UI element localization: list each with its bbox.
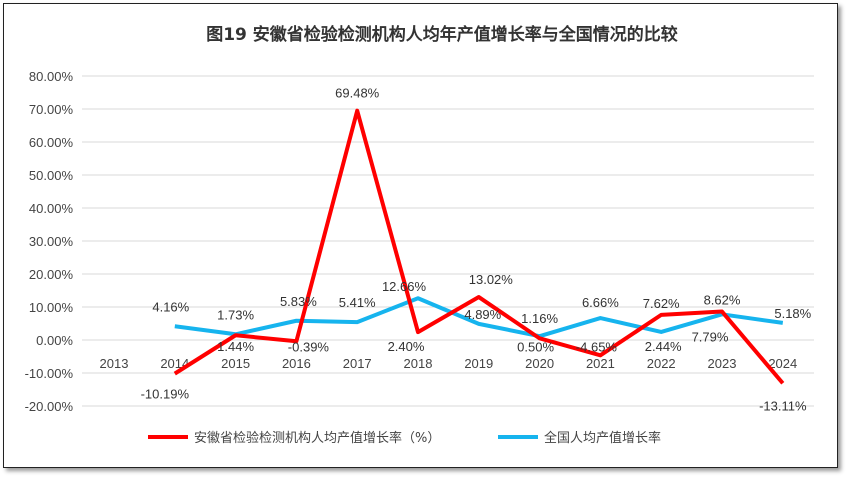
data-label: 69.48% (335, 86, 380, 101)
y-tick-label: 80.00% (29, 69, 74, 84)
chart-frame: 图19 安徽省检验检测机构人均年产值增长率与全国情况的比较 80.00% 70.0… (3, 3, 838, 468)
data-label: 1.73% (217, 307, 254, 322)
data-label: 8.62% (704, 293, 741, 308)
data-label: 4.16% (152, 299, 189, 314)
chart-title: 图19 安徽省检验检测机构人均年产值增长率与全国情况的比较 (206, 24, 678, 45)
y-tick-label: 20.00% (29, 267, 74, 282)
data-label: -13.11% (759, 398, 807, 413)
y-tick-label: 50.00% (29, 168, 74, 183)
x-tick-label: 2020 (525, 356, 554, 371)
data-label: 1.44% (217, 339, 254, 354)
line-chart: 图19 安徽省检验检测机构人均年产值增长率与全国情况的比较 80.00% 70.0… (25, 24, 814, 446)
x-tick-label: 2016 (282, 356, 311, 371)
data-label: 2.44% (645, 339, 682, 354)
data-label: 7.79% (692, 329, 729, 344)
legend: 安徽省检验检测机构人均产值增长率（%） 全国人均产值增长率 (148, 430, 661, 446)
series-line-national (174, 296, 784, 339)
legend-label-national: 全国人均产值增长率 (544, 430, 661, 446)
data-label: 7.62% (643, 296, 680, 311)
x-tick-label: 2024 (768, 356, 797, 371)
data-label: 5.41% (339, 295, 376, 310)
y-tick-label: 0.00% (36, 333, 73, 348)
data-label: 1.16% (521, 311, 558, 326)
x-tick-label: 2018 (404, 356, 433, 371)
data-label: -4.65% (576, 339, 618, 354)
x-tick-label: 2023 (708, 356, 737, 371)
y-tick-label: 40.00% (29, 201, 74, 216)
y-tick-label: 10.00% (29, 300, 74, 315)
data-label: 13.02% (469, 272, 514, 287)
x-tick-label: 2013 (100, 356, 129, 371)
y-tick-label: 60.00% (29, 135, 74, 150)
x-tick-label: 2021 (586, 356, 615, 371)
x-tick-label: 2017 (343, 356, 372, 371)
data-label: 2.40% (388, 339, 425, 354)
data-label: 5.18% (774, 306, 811, 321)
legend-label-anhui: 安徽省检验检测机构人均产值增长率（%） (194, 430, 440, 446)
data-label: -10.19% (141, 387, 190, 402)
y-tick-label: 70.00% (29, 102, 74, 117)
y-tick-label: -20.00% (25, 399, 74, 414)
data-label: -0.39% (288, 339, 330, 354)
x-tick-label: 2015 (221, 356, 250, 371)
data-label: 6.66% (582, 295, 619, 310)
y-tick-label: -10.00% (25, 366, 74, 381)
series-line-anhui (173, 108, 785, 385)
data-label: 4.89% (464, 307, 501, 322)
data-label: 12.66% (382, 279, 427, 294)
y-tick-label: 30.00% (29, 234, 74, 249)
data-label: 5.83% (280, 294, 317, 309)
x-tick-label: 2019 (464, 356, 493, 371)
data-label: 0.50% (517, 339, 554, 354)
x-tick-label: 2022 (647, 356, 676, 371)
